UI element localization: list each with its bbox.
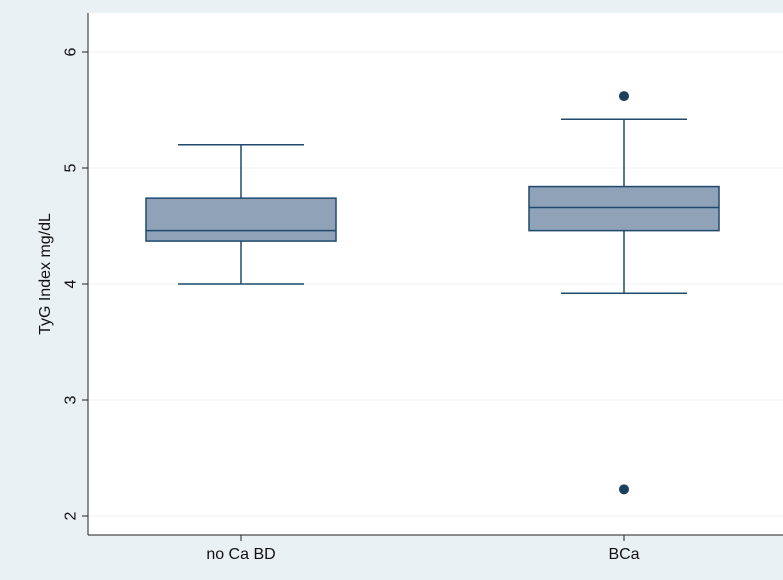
outlier-point-1 — [619, 484, 629, 495]
box-group-no-ca-bd — [145, 144, 337, 285]
y-tick-label-3: 3 — [63, 395, 80, 404]
x-tick-label-bca: BCa — [608, 546, 639, 563]
y-tick-label-4: 4 — [63, 279, 80, 288]
plot-area — [88, 13, 783, 535]
iqr-box — [145, 197, 337, 242]
y-tick-label-5: 5 — [63, 163, 80, 172]
y-ticks: 2 3 4 5 6 — [63, 47, 88, 520]
y-tick-label-2: 2 — [63, 511, 80, 520]
boxes — [145, 91, 720, 495]
y-axis-title: TyG Index mg/dL — [37, 213, 54, 335]
iqr-box — [528, 185, 720, 232]
x-tick-label-no-ca-bd: no Ca BD — [206, 546, 275, 563]
box-group-bca — [528, 91, 720, 495]
y-tick-label-6: 6 — [63, 47, 80, 56]
outlier-point-0 — [619, 91, 629, 102]
x-ticks: no Ca BD BCa — [206, 535, 640, 563]
